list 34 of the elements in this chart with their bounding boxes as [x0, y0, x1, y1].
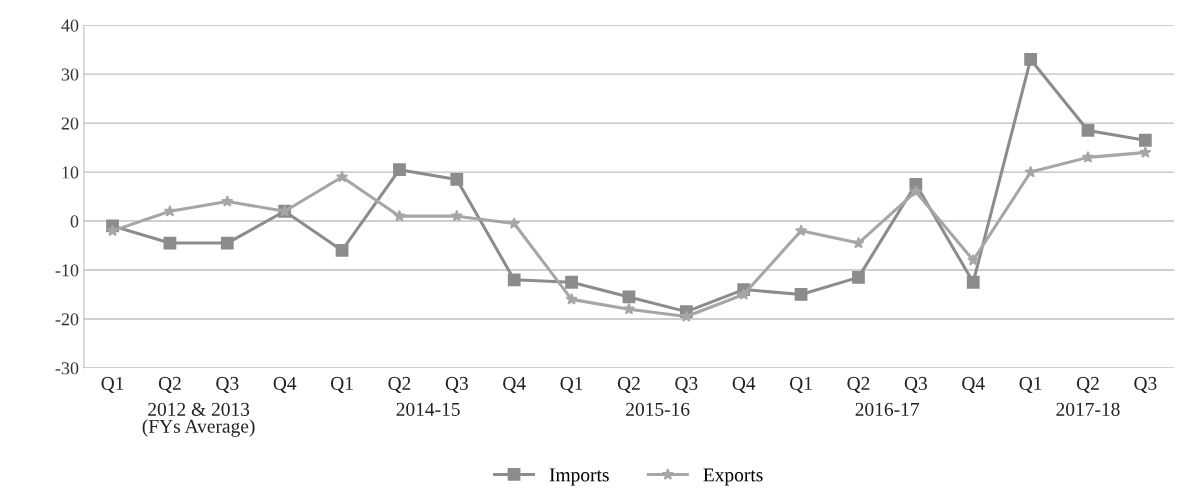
text: 2017-18: [1056, 402, 1120, 416]
x-tick-label: Q3: [216, 376, 239, 393]
x-tick-label: Q3: [904, 376, 927, 393]
x-tick-label: Q1: [330, 376, 353, 393]
x-tick-label: Q4: [503, 376, 526, 393]
x-tick-label: Q2: [847, 376, 870, 393]
x-tick-label: Q4: [732, 376, 756, 393]
x-tick-label: Q3: [1134, 376, 1157, 393]
text: 2012 & 2013 (FYs Average): [142, 402, 255, 437]
legend-label: Imports: [549, 468, 609, 486]
x-tick-label: Q1: [790, 376, 812, 393]
x-tick-label: Q2: [158, 376, 181, 393]
x-tick-label: Q2: [388, 376, 411, 393]
legend-label: Exports: [703, 468, 763, 486]
y-tick-label: -30: [55, 362, 79, 375]
x-tick-label: Q4: [962, 376, 985, 393]
y-tick-label: -10: [55, 264, 79, 277]
y-tick-label: 30: [61, 68, 79, 81]
x-tick-label: Q1: [1019, 376, 1042, 393]
text: 2015-16: [626, 402, 690, 416]
x-tick-label: Q3: [675, 376, 698, 393]
text: 2014-15: [396, 402, 460, 416]
x-tick-label: Q4: [273, 376, 297, 393]
y-tick-label: -20: [55, 313, 79, 326]
y-tick-label: 40: [61, 19, 79, 32]
y-tick-label: 20: [61, 117, 79, 130]
y-tick-label: 10: [62, 166, 79, 179]
x-tick-label: Q2: [617, 376, 640, 393]
x-tick-label: Q3: [445, 376, 468, 393]
x-tick-label: Q1: [101, 376, 124, 393]
y-tick-label: 0: [70, 215, 79, 228]
x-tick-label: Q1: [560, 376, 583, 393]
x-tick-label: Q2: [1076, 376, 1099, 393]
text: 2016-17: [855, 402, 919, 416]
